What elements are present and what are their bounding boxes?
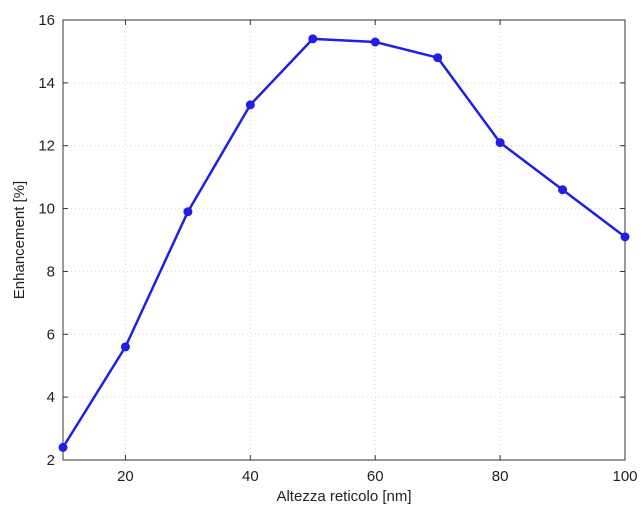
y-tick-label: 16: [38, 12, 55, 29]
data-point: [558, 185, 568, 195]
data-point: [183, 207, 193, 217]
x-tick-label: 40: [242, 468, 259, 485]
x-tick-label: 100: [612, 468, 637, 485]
y-tick-labels: 2 4 6 8 10 12 14 16: [38, 12, 55, 469]
x-tick-label: 60: [367, 468, 384, 485]
series-line: [61, 37, 626, 449]
plot-background: [63, 20, 625, 460]
data-point: [495, 138, 505, 148]
data-point: [433, 53, 443, 63]
data-point: [245, 100, 255, 110]
x-tick-labels: 20 40 60 80 100: [117, 468, 637, 485]
y-tick-label: 2: [47, 452, 55, 469]
y-tick-label: 6: [47, 326, 55, 343]
series-layer: [58, 34, 630, 452]
x-tick-label: 20: [117, 468, 134, 485]
data-point: [370, 37, 380, 47]
data-point: [308, 34, 318, 44]
data-point: [58, 442, 68, 452]
y-tick-label: 8: [47, 263, 55, 280]
y-tick-label: 14: [38, 75, 55, 92]
y-tick-label: 10: [38, 201, 55, 218]
axis-ticks: [63, 19, 626, 461]
data-point: [120, 342, 130, 352]
data-point: [620, 232, 630, 242]
y-axis-title: Enhancement [%]: [11, 181, 28, 299]
x-axis-title: Altezza reticolo [nm]: [276, 488, 411, 505]
y-tick-label: 4: [47, 389, 55, 406]
y-tick-label: 12: [38, 138, 55, 155]
x-tick-label: 80: [492, 468, 509, 485]
